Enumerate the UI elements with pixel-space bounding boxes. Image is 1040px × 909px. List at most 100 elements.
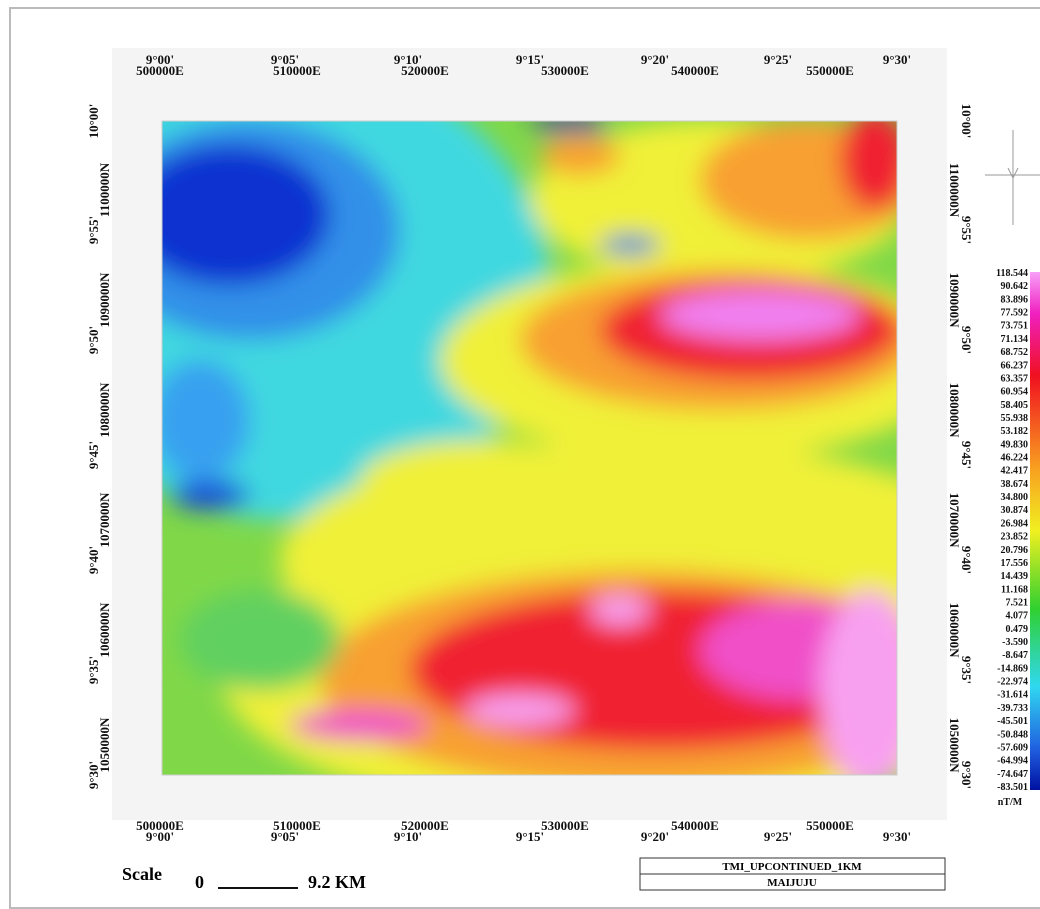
right-northing-label: 1070000N bbox=[947, 493, 962, 549]
legend-value: 71.134 bbox=[1001, 334, 1029, 345]
right-degree-label: 9°40' bbox=[959, 546, 974, 574]
legend-value: -50.848 bbox=[997, 729, 1028, 740]
right-northing-label: 1100000N bbox=[947, 163, 962, 218]
left-degree-label: 9°35' bbox=[86, 656, 101, 684]
legend: 118.544 90.642 83.896 77.592 73.751 71.134 68.… bbox=[996, 268, 1028, 793]
right-northing-label: 1060000N bbox=[947, 603, 962, 659]
legend-value: -22.974 bbox=[997, 677, 1028, 688]
left-northing-label: 1090000N bbox=[97, 272, 112, 328]
left-northing-label: 1050000N bbox=[97, 717, 112, 773]
legend-value: 68.752 bbox=[1001, 347, 1029, 358]
right-degree-label: 10°00' bbox=[959, 104, 974, 139]
left-degree-label: 10°00' bbox=[86, 104, 101, 139]
bottom-easting-label: 540000E bbox=[671, 818, 719, 833]
legend-value: 46.224 bbox=[1001, 453, 1029, 464]
legend-value: 58.405 bbox=[1001, 400, 1029, 411]
top-degree-label: 9°00' bbox=[146, 52, 174, 67]
legend-value: 7.521 bbox=[1006, 597, 1029, 608]
legend-value: -14.869 bbox=[997, 663, 1028, 674]
legend-value: -83.501 bbox=[997, 782, 1028, 793]
right-northing-label: 1090000N bbox=[947, 273, 962, 329]
legend-value: 118.544 bbox=[996, 268, 1028, 279]
legend-value: 11.168 bbox=[1001, 584, 1028, 595]
bottom-degree-label: 9°25' bbox=[764, 829, 792, 844]
bottom-easting-label: 550000E bbox=[806, 818, 854, 833]
legend-value: 30.874 bbox=[1001, 505, 1029, 516]
north-arrow bbox=[985, 130, 1040, 225]
top-easting-label: 510000E bbox=[273, 63, 321, 78]
top-degree-label: 9°10' bbox=[394, 52, 422, 67]
legend-value: 42.417 bbox=[1001, 466, 1029, 477]
legend-value: 14.439 bbox=[1001, 571, 1029, 582]
left-degree-label: 9°40' bbox=[86, 546, 101, 574]
left-northing-label: 1080000N bbox=[97, 382, 112, 438]
bottom-degree-label: 9°00' bbox=[146, 829, 174, 844]
bottom-easting-label: 510000E bbox=[273, 818, 321, 833]
legend-value: -57.609 bbox=[997, 742, 1028, 753]
legend-value: -64.994 bbox=[997, 756, 1028, 767]
right-degree-label: 9°30' bbox=[959, 761, 974, 789]
bottom-easting-label: 520000E bbox=[401, 818, 449, 833]
legend-value: 60.954 bbox=[1001, 387, 1029, 398]
legend-value: 38.674 bbox=[1001, 479, 1029, 490]
legend-value: 90.642 bbox=[1001, 281, 1029, 292]
left-degree-label: 9°30' bbox=[86, 761, 101, 789]
coordinate-labels: 9°00' 9°05' 9°10' 9°15' 9°20' 9°25' 9°30' 50000… bbox=[86, 52, 974, 844]
legend-value: 0.479 bbox=[1006, 624, 1029, 635]
left-northing-label: 1060000N bbox=[97, 602, 112, 658]
right-degree-label: 9°45' bbox=[959, 441, 974, 469]
bottom-easting-label: 500000E bbox=[136, 818, 184, 833]
bottom-degree-label: 9°20' bbox=[641, 829, 669, 844]
legend-value: -3.590 bbox=[1002, 637, 1028, 648]
legend-value: 77.592 bbox=[1001, 308, 1029, 319]
legend-value: 49.830 bbox=[1001, 439, 1029, 450]
top-easting-label: 540000E bbox=[671, 63, 719, 78]
map-location: MAIJUJU bbox=[767, 877, 817, 889]
top-degree-label: 9°25' bbox=[764, 52, 792, 67]
bottom-easting-label: 530000E bbox=[541, 818, 589, 833]
legend-value: 26.984 bbox=[1001, 518, 1029, 529]
legend-value: -39.733 bbox=[997, 703, 1028, 714]
legend-value: 4.077 bbox=[1006, 611, 1029, 622]
contour-map bbox=[162, 121, 897, 775]
page-frame bbox=[9, 7, 1040, 909]
top-easting-label: 530000E bbox=[541, 63, 589, 78]
left-northing-label: 1070000N bbox=[97, 492, 112, 548]
right-northing-label: 1050000N bbox=[947, 718, 962, 774]
legend-value: 63.357 bbox=[1001, 373, 1029, 384]
top-easting-label: 500000E bbox=[136, 63, 184, 78]
map-border bbox=[161, 120, 898, 776]
top-easting-label: 550000E bbox=[806, 63, 854, 78]
bottom-degree-label: 9°05' bbox=[271, 829, 299, 844]
legend-value: 66.237 bbox=[1001, 360, 1029, 371]
legend-value: 20.796 bbox=[1001, 545, 1029, 556]
legend-value: 73.751 bbox=[1001, 321, 1029, 332]
legend-value: 34.800 bbox=[1001, 492, 1029, 503]
legend-value: -45.501 bbox=[997, 716, 1028, 727]
legend-value: 55.938 bbox=[1001, 413, 1029, 424]
scale-label: Scale bbox=[122, 864, 162, 884]
top-degree-label: 9°20' bbox=[641, 52, 669, 67]
legend-unit: nT/M bbox=[998, 797, 1023, 808]
right-northing-label: 1080000N bbox=[947, 383, 962, 439]
top-degree-label: 9°15' bbox=[516, 52, 544, 67]
legend-value: 83.896 bbox=[1001, 294, 1029, 305]
right-degree-label: 9°50' bbox=[959, 326, 974, 354]
legend-value: 53.182 bbox=[1001, 426, 1029, 437]
legend-value: -8.647 bbox=[1002, 650, 1028, 661]
left-degree-label: 9°50' bbox=[86, 326, 101, 354]
top-degree-label: 9°05' bbox=[271, 52, 299, 67]
map-title: TMI_UPCONTINUED_1KM bbox=[722, 861, 862, 873]
legend-value: -31.614 bbox=[997, 690, 1028, 701]
top-easting-label: 520000E bbox=[401, 63, 449, 78]
bottom-degree-label: 9°10' bbox=[394, 829, 422, 844]
right-degree-label: 9°55' bbox=[959, 216, 974, 244]
legend-value: -74.647 bbox=[997, 769, 1028, 780]
left-degree-label: 9°55' bbox=[86, 216, 101, 244]
bottom-degree-label: 9°30' bbox=[883, 829, 911, 844]
top-degree-label: 9°30' bbox=[883, 52, 911, 67]
bottom-degree-label: 9°15' bbox=[516, 829, 544, 844]
left-northing-label: 1100000N bbox=[97, 162, 112, 217]
right-degree-label: 9°35' bbox=[959, 656, 974, 684]
